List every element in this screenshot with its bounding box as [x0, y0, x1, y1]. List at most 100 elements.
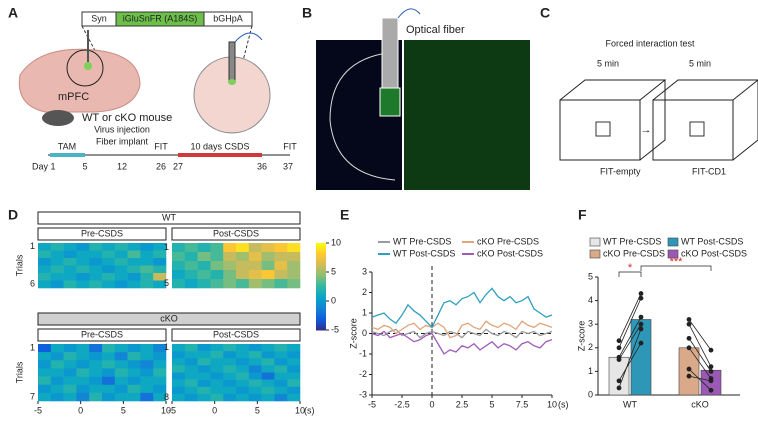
heatmap-cell: [274, 379, 288, 388]
colorbar-segment: [316, 282, 326, 285]
slice-outline: [329, 51, 396, 181]
pair-line: [618, 323, 642, 360]
construct-label: Syn: [91, 13, 107, 23]
heatmap-cell: [38, 368, 52, 377]
y-tick-label: 0: [588, 389, 593, 399]
heatmap-cell: [76, 265, 90, 274]
colorbar-segment: [316, 262, 326, 266]
day-label: Day 1: [32, 161, 56, 171]
pair-line: [688, 368, 712, 391]
heatmap-cell: [114, 258, 128, 266]
heatmap-cell: [89, 243, 103, 251]
heatmap-cell: [248, 261, 262, 271]
heatmap-cell: [248, 393, 262, 402]
heatmap-cell: [76, 352, 90, 361]
heatmap-cell: [210, 358, 224, 366]
legend-swatch: [667, 237, 679, 247]
heatmap-cell: [287, 393, 301, 402]
trial-tick-label: 7: [30, 391, 35, 401]
heatmap-cell: [89, 360, 103, 369]
heatmap-cell: [210, 386, 224, 395]
y-tick-label: -3: [359, 389, 367, 399]
panel-label: A: [8, 5, 18, 21]
condition-header: [37, 328, 167, 342]
fiber: [228, 41, 236, 81]
heatmap-cell: [89, 250, 103, 259]
data-point: [686, 335, 692, 341]
micrograph: [404, 40, 530, 190]
heatmap-cell: [76, 392, 90, 402]
colorbar-segment: [316, 275, 326, 279]
heatmap-cell: [184, 243, 198, 253]
heatmap-cell: [114, 344, 128, 353]
heatmap-cell: [50, 243, 64, 251]
heatmap-cell: [89, 384, 103, 394]
heatmap-cell: [153, 280, 167, 289]
panel-label: B: [302, 5, 312, 21]
heatmap-cell: [102, 265, 116, 274]
x-tick-label: 7.5: [516, 399, 529, 409]
heatmap-cell: [248, 252, 262, 262]
heatmap-cell: [223, 344, 237, 352]
heatmap-cell: [210, 344, 224, 352]
heatmap-cell: [63, 273, 77, 281]
heatmap-cell: [114, 376, 128, 386]
sig-bracket: [618, 271, 642, 277]
heatmap-cell: [127, 376, 141, 386]
heatmap-cell: [261, 365, 275, 373]
heatmap-cell: [274, 358, 288, 366]
colorbar-segment: [316, 269, 326, 272]
x-tick-label: 5: [255, 405, 260, 415]
trial-tick-label: 1: [164, 242, 169, 252]
heatmap-cell: [184, 252, 198, 262]
heatmap-cell: [210, 379, 224, 388]
heatmap-cell: [236, 393, 250, 402]
legend-swatch: [667, 249, 679, 259]
colorbar-segment: [316, 253, 326, 257]
heatmap-cell: [38, 360, 52, 369]
heatmap-cell: [223, 386, 237, 395]
data-point: [638, 326, 644, 332]
heatmap-cell: [172, 344, 186, 352]
heatmap-cell: [261, 393, 275, 402]
heatmap-cell: [63, 352, 77, 361]
x-unit: (s): [558, 399, 569, 409]
heatmap-cell: [114, 280, 128, 289]
heatmap-cell: [223, 393, 237, 402]
heatmap-cell: [153, 273, 167, 281]
heatmap-cell: [63, 243, 77, 251]
heatmap-cell: [210, 270, 224, 280]
panel-b: Optical fiber: [316, 8, 530, 190]
legend-label: cKO Post-CSDS: [681, 248, 747, 258]
colorbar-segment: [316, 284, 326, 287]
heatmap-cell: [210, 252, 224, 262]
heatmap-cell: [89, 280, 103, 289]
panel-label: D: [8, 207, 18, 223]
heatmap-cell: [76, 344, 90, 353]
heatmap-cell: [50, 280, 64, 289]
x-tick-label: -5: [368, 399, 376, 409]
heatmap-cell: [140, 243, 154, 251]
injection-site: [228, 79, 236, 85]
legend-swatch: [589, 249, 601, 259]
enclosure: [689, 121, 705, 137]
heatmap-cell: [274, 372, 288, 380]
day-label: 27: [173, 161, 183, 171]
sig-bracket: [640, 265, 712, 271]
heatmap-cell: [197, 279, 211, 289]
data-point: [638, 340, 644, 346]
heatmap-cell: [197, 243, 211, 253]
data-point: [708, 369, 714, 374]
colorbar-segment: [316, 325, 326, 329]
heatmap-cell: [223, 243, 237, 253]
test-title: Forced interaction test: [605, 38, 695, 48]
heatmap-cell: [236, 386, 250, 395]
heatmap-cell: [89, 344, 103, 353]
y-axis-label: Z-score: [348, 318, 358, 349]
heatmap-cell: [248, 279, 262, 289]
heatmap-cell: [261, 351, 275, 359]
heatmap-cell: [127, 265, 141, 274]
heatmap-cell: [261, 372, 275, 380]
y-axis-label: Trials: [14, 254, 24, 276]
heatmap-cell: [210, 261, 224, 271]
